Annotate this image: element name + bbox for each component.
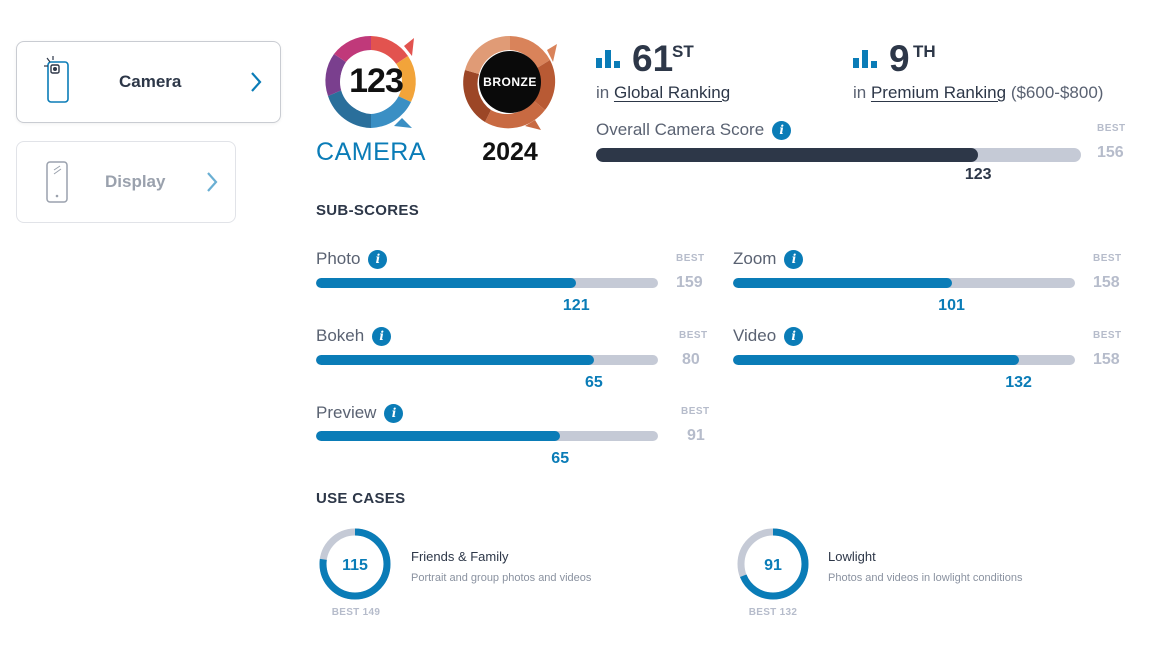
subscore-fill — [316, 278, 577, 288]
subscore-name: Photo — [316, 249, 361, 268]
subscore-fill — [316, 431, 561, 441]
subscore-value: 101 — [938, 297, 965, 314]
info-icon[interactable]: i — [772, 120, 792, 140]
subscore-fill — [733, 355, 1019, 365]
global-rank-suffix: ST — [672, 42, 694, 61]
subscore-value: 132 — [1005, 374, 1032, 391]
subscore-photo-title: Photo i — [316, 249, 388, 269]
best-value: 91 — [687, 427, 705, 444]
best-label: BEST — [681, 406, 710, 417]
camera-phone-icon — [44, 56, 69, 103]
subscore-name: Bokeh — [316, 326, 365, 345]
subscore-fill — [733, 278, 952, 288]
subscore-name: Zoom — [733, 249, 777, 268]
best-label: BEST — [1093, 253, 1122, 264]
subscore-bokeh-bar — [316, 355, 658, 365]
subscore-preview-bar — [316, 431, 658, 441]
camera-badge-label: CAMERA — [316, 138, 426, 166]
info-icon[interactable]: i — [784, 326, 804, 346]
info-icon[interactable]: i — [372, 326, 392, 346]
chevron-right-icon — [251, 72, 262, 92]
sidebar-item-display[interactable]: Display — [16, 141, 236, 223]
bronze-medal-label: BRONZE — [483, 75, 537, 89]
subscore-zoom-title: Zoom i — [733, 249, 804, 269]
overall-score-value: 123 — [964, 166, 992, 183]
use-case-friends-ring — [319, 528, 391, 600]
subscore-zoom-bar — [733, 278, 1075, 288]
ring-progress — [737, 528, 809, 600]
use-case-lowlight-ring — [737, 528, 809, 600]
ring-progress — [319, 528, 391, 600]
subscore-value: 65 — [551, 450, 570, 467]
best-value: 80 — [682, 351, 700, 368]
premium-rank-number: 9 — [889, 38, 910, 79]
sidebar-item-label: Camera — [119, 72, 182, 91]
overall-score-label: Overall Camera Score — [596, 120, 765, 139]
ranking-bars-icon — [853, 50, 877, 68]
use-case-desc: Portrait and group photos and videos — [411, 572, 592, 584]
badge-year: 2024 — [482, 138, 538, 166]
best-label: BEST — [676, 253, 705, 264]
sidebar-item-label: Display — [105, 172, 166, 191]
overall-score-bar — [596, 148, 1081, 162]
global-rank-prefix: in — [596, 83, 610, 102]
use-case-desc: Photos and videos in lowlight conditions — [828, 572, 1023, 584]
ranking-bars-icon — [596, 50, 620, 68]
subscore-preview-title: Preview i — [316, 403, 404, 423]
best-value: 159 — [676, 274, 703, 291]
subscore-name: Video — [733, 326, 777, 345]
bronze-medal-badge — [463, 35, 557, 130]
premium-rank-prefix: in — [853, 83, 867, 102]
camera-score-value: 123 — [349, 62, 404, 100]
premium-ranking-link[interactable]: Premium Ranking — [870, 83, 1007, 102]
subscore-photo-bar — [316, 278, 658, 288]
use-case-score: 91 — [764, 557, 782, 574]
premium-price-range: ($600-$800) — [1010, 83, 1104, 102]
chevron-right-icon — [207, 172, 218, 192]
use-cases-heading: USE CASES — [316, 490, 406, 507]
subscores-heading: SUB-SCORES — [316, 202, 420, 219]
global-rank-number: 61 — [632, 38, 674, 79]
best-label: BEST — [679, 330, 708, 341]
subscore-value: 121 — [562, 297, 590, 314]
use-case-best: BEST 149 — [331, 607, 381, 618]
overall-best-value: 156 — [1097, 144, 1124, 161]
use-case-score: 115 — [342, 557, 368, 574]
info-icon[interactable]: i — [368, 249, 388, 269]
best-label: BEST — [1093, 330, 1122, 341]
info-icon[interactable]: i — [784, 249, 804, 269]
best-value: 158 — [1093, 351, 1120, 368]
use-case-title: Lowlight — [828, 549, 876, 564]
camera-score-badge — [325, 35, 416, 128]
premium-rank-suffix: TH — [913, 42, 936, 61]
global-ranking-link[interactable]: Global Ranking — [613, 83, 731, 102]
info-icon[interactable]: i — [384, 403, 404, 423]
subscore-video-title: Video i — [733, 326, 804, 346]
overall-score-fill — [596, 148, 979, 162]
premium-rank-line: in Premium Ranking ($600-$800) — [853, 83, 1103, 103]
use-case-best: BEST 132 — [748, 607, 798, 618]
subscore-video-bar — [733, 355, 1075, 365]
overall-best-label: BEST — [1097, 123, 1126, 134]
subscore-name: Preview — [316, 403, 377, 422]
phone-icon — [46, 161, 68, 203]
subscore-fill — [316, 355, 594, 365]
overall-score-title: Overall Camera Score i — [596, 120, 792, 140]
global-rank-line: in Global Ranking — [596, 83, 730, 103]
subscore-bokeh-title: Bokeh i — [316, 326, 392, 346]
subscore-value: 65 — [584, 374, 603, 391]
use-case-title: Friends & Family — [411, 549, 509, 564]
best-value: 158 — [1093, 274, 1120, 291]
sidebar-item-camera[interactable]: Camera — [16, 41, 281, 123]
